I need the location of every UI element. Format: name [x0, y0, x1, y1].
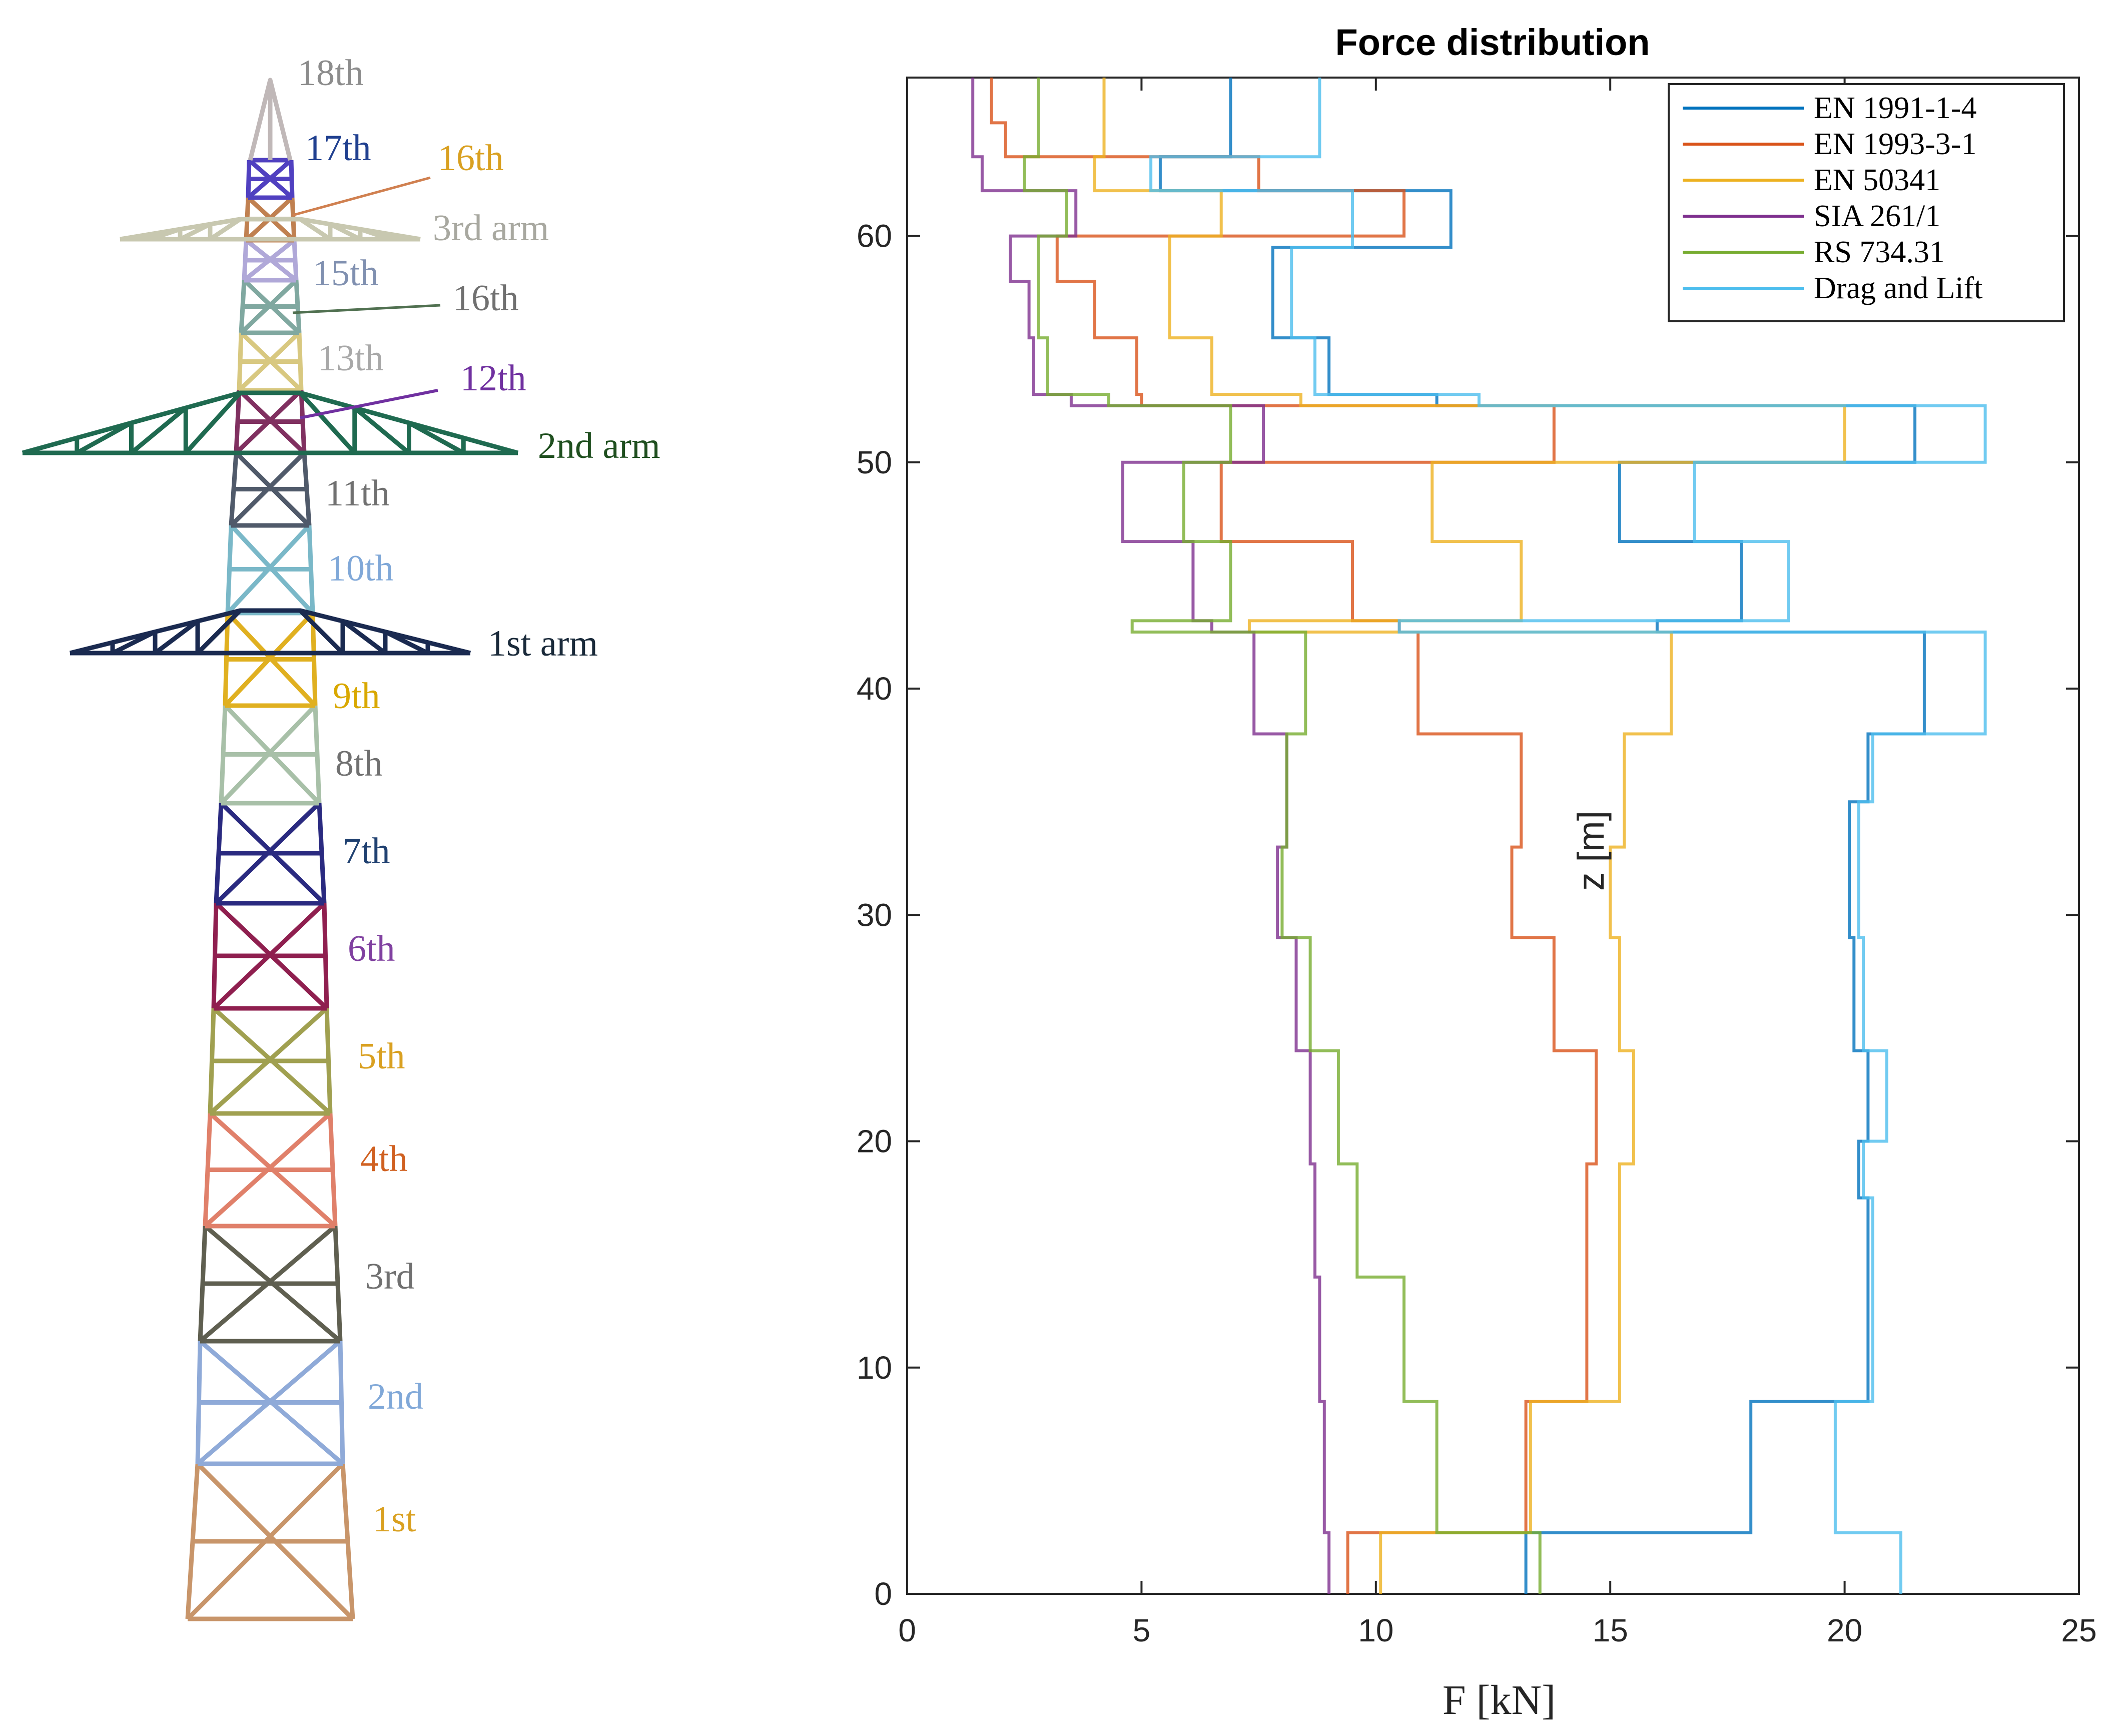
tower-label: 8th — [335, 743, 383, 784]
x-axis-label: F [kN] — [1443, 1677, 1556, 1723]
tower-label: 13th — [318, 338, 384, 379]
tower-arm2-diag — [184, 391, 242, 455]
legend-box — [1668, 83, 2065, 322]
y-tick-label: 60 — [857, 218, 892, 254]
tower-label: 1st arm — [488, 623, 598, 664]
series-line-4 — [1023, 78, 1542, 1594]
tower-label: 4th — [360, 1138, 408, 1180]
tower-arm2-diag — [130, 406, 188, 455]
tower-label: 16th — [453, 278, 519, 319]
tower-svg: 18th 17th 16th 3rd arm 15th 16th 13th 12th 2nd a… — [22, 53, 660, 1621]
tower-arm1-diag — [196, 609, 242, 655]
y-tick-label: 40 — [857, 671, 892, 707]
tower-illustration: 18th 17th 16th 3rd arm 15th 16th 13th 12th 2nd a… — [0, 0, 851, 1736]
tower-label: 5th — [358, 1036, 405, 1077]
legend-label: EN 1991-1-4 — [1814, 91, 1976, 125]
y-axis-label: z [m] — [1570, 811, 1612, 891]
plot-area — [906, 77, 2080, 1595]
y-tick-label: 20 — [857, 1123, 892, 1160]
legend-label: EN 50341 — [1814, 163, 1940, 197]
tower-arm2-diag — [76, 421, 133, 455]
legend-label: EN 1993-3-1 — [1814, 127, 1976, 161]
tower-arm2-diag — [298, 391, 357, 455]
y-tick-label: 10 — [857, 1350, 892, 1386]
chart-title: Force distribution — [1335, 22, 1650, 63]
tower-label: 18th — [298, 53, 364, 94]
tower-arm1-diag — [154, 619, 199, 655]
tower-arm1-diag — [111, 630, 157, 656]
tower-arm3-diag — [299, 217, 332, 241]
tower-label: 1st — [373, 1499, 416, 1540]
tower-label: 16th — [438, 138, 504, 179]
tower-label: 3rd — [365, 1256, 415, 1297]
leader-16th — [292, 176, 431, 217]
tower-label: 17th — [305, 128, 371, 169]
force-distribution-chart: Force distribution 0 5 10 15 20 25 0 10 20 30 40 50… — [791, 0, 2110, 1736]
legend-label: RS 734.31 — [1814, 235, 1945, 269]
leader-16th-b — [292, 304, 441, 314]
series-line-1 — [990, 78, 1598, 1594]
tower-arm3-diag — [179, 222, 212, 242]
tower-label: 7th — [343, 831, 390, 872]
tower-arm3-diag — [329, 222, 362, 242]
tower-label: 2nd — [368, 1376, 423, 1417]
leader-12th — [300, 389, 438, 419]
tower-arm1-diag — [384, 630, 429, 656]
tower-arm3-diag — [359, 227, 391, 242]
tower-label: 3rd arm — [433, 208, 549, 249]
tower-label: 2nd arm — [538, 425, 660, 466]
tower-arm1-diag — [341, 619, 387, 655]
chart-svg: Force distribution 0 5 10 15 20 25 0 10 20 30 40 50… — [857, 22, 2097, 1723]
y-tick-label: 30 — [857, 897, 892, 933]
x-tick-label: 15 — [1593, 1612, 1628, 1648]
series-line-5 — [1149, 78, 1987, 1594]
tower-arm3-diag — [149, 227, 181, 242]
y-tick-label: 0 — [874, 1576, 892, 1612]
tower-arm3-diag — [209, 217, 242, 241]
tower-arm2-diag — [408, 421, 465, 455]
tower-arm2-diag — [353, 406, 411, 455]
tower-label: 9th — [333, 676, 380, 717]
tower-label: 15th — [313, 253, 379, 294]
y-tick-label: 50 — [857, 444, 892, 480]
tower-label: 11th — [325, 473, 390, 514]
x-tick-label: 0 — [898, 1612, 916, 1648]
legend-label: SIA 261/1 — [1814, 199, 1940, 233]
x-tick-label: 10 — [1358, 1612, 1393, 1648]
tower-label: 6th — [348, 928, 395, 969]
tower-label: 10th — [328, 548, 394, 589]
legend-label: Drag and Lift — [1814, 271, 1982, 305]
x-tick-label: 5 — [1133, 1612, 1151, 1648]
tower-label: 12th — [460, 358, 526, 399]
x-tick-label: 25 — [2061, 1612, 2096, 1648]
x-tick-label: 20 — [1827, 1612, 1862, 1648]
tower-spire — [248, 78, 293, 161]
tower-arm1-diag — [298, 609, 345, 655]
